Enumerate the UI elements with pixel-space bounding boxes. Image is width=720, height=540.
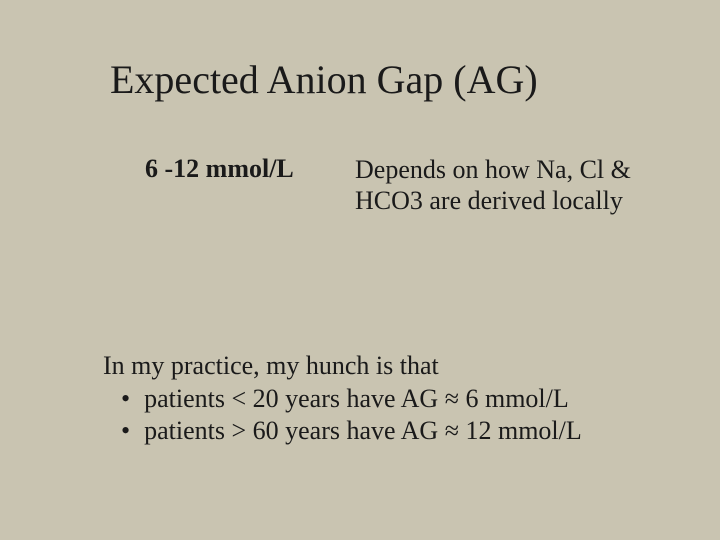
slide-title: Expected Anion Gap (AG): [110, 56, 538, 103]
practice-block: In my practice, my hunch is that • patie…: [103, 350, 582, 448]
bullet-dot-icon: •: [103, 383, 144, 416]
bullet-text: patients > 60 years have AG ≈ 12 mmol/L: [144, 415, 582, 448]
bullet-dot-icon: •: [103, 415, 144, 448]
practice-intro: In my practice, my hunch is that: [103, 350, 582, 383]
depends-line-1: Depends on how Na, Cl &: [355, 154, 675, 185]
range-value: 6 -12 mmol/L: [145, 154, 294, 184]
bullet-item: • patients > 60 years have AG ≈ 12 mmol/…: [103, 415, 582, 448]
bullet-item: • patients < 20 years have AG ≈ 6 mmol/L: [103, 383, 582, 416]
bullet-text: patients < 20 years have AG ≈ 6 mmol/L: [144, 383, 569, 416]
depends-line-2: HCO3 are derived locally: [355, 185, 675, 216]
depends-text: Depends on how Na, Cl & HCO3 are derived…: [355, 154, 675, 216]
